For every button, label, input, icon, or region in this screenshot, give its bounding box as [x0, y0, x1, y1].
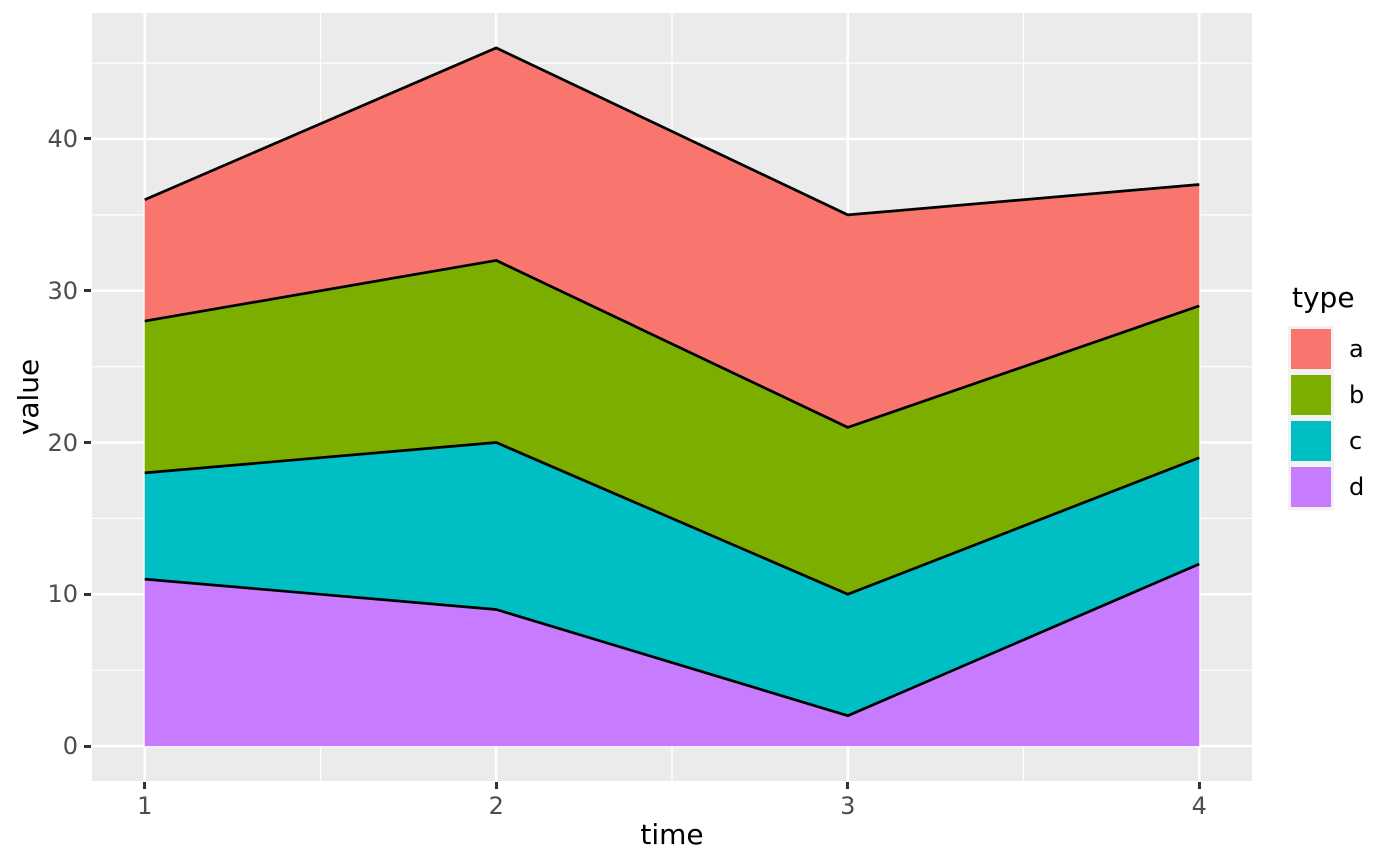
area-c: [144, 442, 1200, 716]
x-axis-title: time: [640, 818, 704, 851]
legend-title: type: [1292, 281, 1355, 314]
y-tick-label: 30: [47, 276, 78, 305]
legend-label: b: [1349, 381, 1365, 409]
legend-key: [1288, 372, 1334, 418]
plot-panel: [92, 13, 1252, 781]
x-tick-label: 4: [1191, 792, 1207, 820]
legend-item-d: d: [1288, 464, 1364, 510]
legend-label: c: [1349, 427, 1363, 455]
x-tick-label: 2: [488, 792, 504, 820]
area-b: [144, 260, 1200, 595]
x-tick-label: 1: [137, 792, 153, 820]
y-tick-label: 0: [62, 732, 78, 761]
area-outline-d: [144, 562, 1200, 718]
legend-item-c: c: [1288, 418, 1364, 464]
area-d: [144, 564, 1200, 747]
legend-label: a: [1349, 335, 1364, 363]
y-axis-title: value: [12, 358, 45, 436]
legend-item-b: b: [1288, 372, 1364, 418]
y-tick-mark: [84, 137, 91, 141]
y-tick-label: 10: [47, 580, 78, 609]
legend-item-a: a: [1288, 326, 1364, 372]
legend-swatch-b: [1291, 375, 1331, 415]
area-outline-b: [144, 259, 1200, 429]
y-tick-label: 40: [47, 124, 78, 153]
y-tick-mark: [84, 441, 91, 445]
x-tick-mark: [846, 782, 850, 789]
x-tick-mark: [494, 782, 498, 789]
legend-label: d: [1349, 473, 1365, 501]
area-outline-a: [144, 46, 1200, 217]
legend-swatch-a: [1291, 329, 1331, 369]
legend-key: [1288, 326, 1334, 372]
area-a: [144, 47, 1200, 428]
legend-key: [1288, 418, 1334, 464]
area-outline-c: [144, 441, 1200, 596]
y-tick-mark: [84, 592, 91, 596]
legend-swatch-d: [1291, 467, 1331, 507]
x-tick-label: 3: [840, 792, 856, 820]
legend-swatch-c: [1291, 421, 1331, 461]
y-tick-label: 20: [47, 428, 78, 457]
legend-key: [1288, 464, 1334, 510]
stacked-area-chart: [92, 13, 1252, 781]
y-tick-mark: [84, 289, 91, 293]
y-tick-mark: [84, 744, 91, 748]
x-tick-mark: [1197, 782, 1201, 789]
x-tick-mark: [143, 782, 147, 789]
